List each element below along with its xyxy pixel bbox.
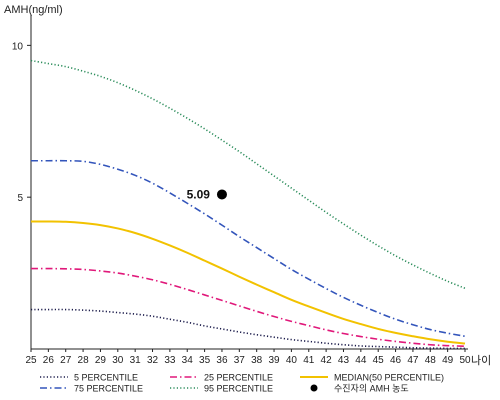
legend-item-median-50-percentile: MEDIAN(50 PERCENTILE) <box>300 373 444 383</box>
x-tick-label: 34 <box>182 355 194 366</box>
legend-item-95-percentile: 95 PERCENTILE <box>170 384 273 394</box>
legend-label: 25 PERCENTILE <box>204 373 273 383</box>
legend-label: 75 PERCENTILE <box>74 384 143 394</box>
x-tick-label: 27 <box>60 355 72 366</box>
legend-label: MEDIAN(50 PERCENTILE) <box>334 373 444 383</box>
x-tick-label: 36 <box>216 355 228 366</box>
x-tick-label: 48 <box>425 355 437 366</box>
x-tick-label: 39 <box>268 355 280 366</box>
legend-item-25-percentile: 25 PERCENTILE <box>170 373 273 383</box>
x-tick-label: 50 <box>459 355 471 366</box>
x-axis-title: 나이 <box>471 354 491 367</box>
legend-swatch <box>310 384 318 392</box>
x-tick-label: 47 <box>407 355 419 366</box>
series-line-25-percentile <box>30 267 466 348</box>
x-tick-label: 29 <box>95 355 107 366</box>
x-tick-label: 28 <box>78 355 90 366</box>
x-tick-label: 38 <box>251 355 263 366</box>
x-tick-label: 32 <box>147 355 159 366</box>
patient-point-group: 5.09 <box>187 187 227 201</box>
x-tick-label: 44 <box>355 355 367 366</box>
legend-item-5-percentile: 5 PERCENTILE <box>40 373 138 383</box>
y-axis-title: AMH(ng/ml) <box>4 4 63 16</box>
legend-item-75-percentile: 75 PERCENTILE <box>40 384 143 394</box>
y-ticks: 5 10 <box>12 41 31 204</box>
y-tick-label: 5 <box>17 193 23 204</box>
x-tick-label: 31 <box>130 355 142 366</box>
x-tick-label: 25 <box>25 355 37 366</box>
series-line-median-50-percentile <box>30 220 466 345</box>
chart-axes: AMH(ng/ml) 나이 <box>4 4 491 367</box>
x-tick-label: 42 <box>321 355 333 366</box>
legend-label: 5 PERCENTILE <box>74 373 138 383</box>
x-ticks: 25 26 27 28 29 30 31 32 33 34 35 36 37 38 39 40 41 42 43 44… <box>25 349 471 366</box>
x-tick-label: 41 <box>303 355 315 366</box>
series-line-95-percentile <box>30 59 466 290</box>
series-line-75-percentile <box>31 159 466 338</box>
x-tick-label: 49 <box>442 355 454 366</box>
y-tick-label: 10 <box>12 41 24 52</box>
series-lines <box>30 59 466 350</box>
patient-amh-value-label: 5.09 <box>187 187 211 201</box>
legend-label: 95 PERCENTILE <box>204 384 273 394</box>
patient-amh-point <box>216 189 227 200</box>
x-tick-label: 43 <box>338 355 350 366</box>
x-tick-label: 40 <box>286 355 298 366</box>
x-tick-label: 33 <box>164 355 176 366</box>
legend-label: 수진자의 AMH 농도 <box>334 384 409 394</box>
x-tick-label: 30 <box>112 355 124 366</box>
x-tick-label: 26 <box>43 355 55 366</box>
legend-item-patient-point: 수진자의 AMH 농도 <box>310 384 409 394</box>
x-tick-label: 46 <box>390 355 402 366</box>
x-tick-label: 37 <box>234 355 246 366</box>
x-tick-label: 35 <box>199 355 211 366</box>
x-tick-label: 45 <box>373 355 385 366</box>
